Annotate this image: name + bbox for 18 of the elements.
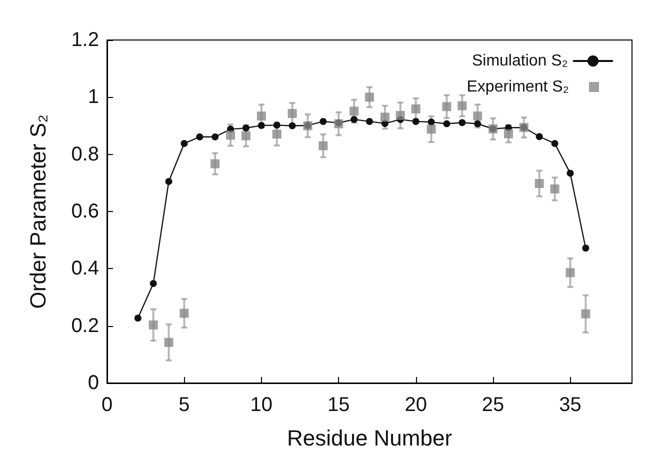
y-tick-label: 0.4 [71,258,99,280]
x-tick-label: 5 [178,394,190,416]
x-tick-label: 10 [250,394,273,416]
x-tick-label: 35 [559,394,582,416]
legend-label: Experiment S₂ [466,78,569,96]
x-tick-label: 0 [101,394,113,416]
x-axis-title: Residue Number [286,426,452,450]
y-axis-title: Order Parameter S₂ [26,114,50,309]
y-tick-label: 1.2 [71,29,99,51]
y-tick-label: 0 [88,372,99,394]
y-tick-label: 1 [88,86,99,108]
legend-label: Simulation S₂ [472,52,568,70]
x-tick-label: 25 [482,394,504,416]
x-tick-label: 20 [404,394,427,416]
y-tick-label: 0.8 [71,143,99,166]
y-tick-label: 0.6 [71,200,99,222]
x-tick-label: 15 [327,394,350,416]
y-tick-label: 0.2 [71,314,99,337]
